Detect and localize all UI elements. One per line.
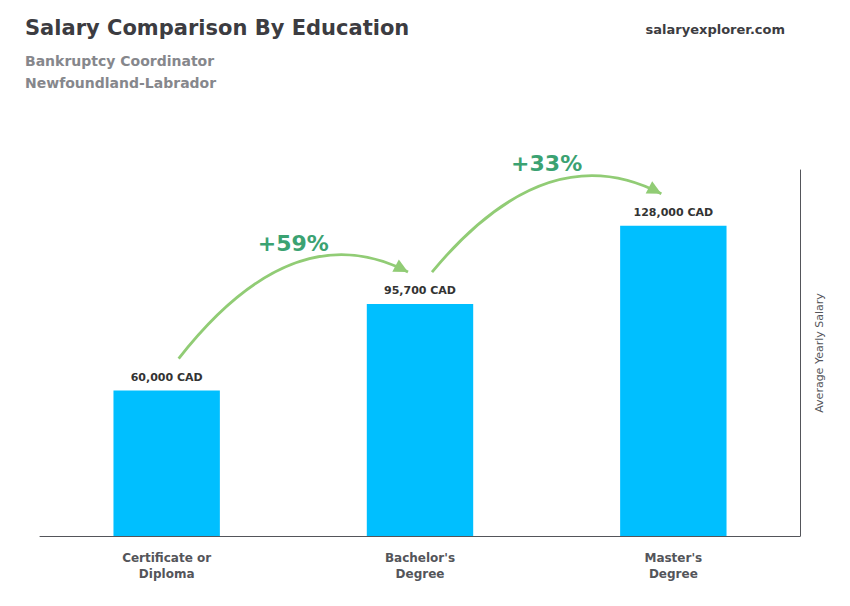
- svg-text:Diploma: Diploma: [139, 567, 195, 581]
- svg-text:Degree: Degree: [396, 567, 445, 581]
- svg-text:+59%: +59%: [258, 231, 329, 256]
- svg-text:60,000 CAD: 60,000 CAD: [131, 371, 203, 384]
- svg-text:Bachelor's: Bachelor's: [385, 551, 455, 565]
- svg-text:salaryexplorer.com: salaryexplorer.com: [646, 22, 785, 37]
- svg-text:Bankruptcy Coordinator: Bankruptcy Coordinator: [25, 53, 214, 69]
- svg-text:Master's: Master's: [644, 551, 702, 565]
- svg-text:Average Yearly Salary: Average Yearly Salary: [813, 293, 826, 413]
- svg-text:Newfoundland-Labrador: Newfoundland-Labrador: [25, 75, 216, 91]
- svg-text:128,000 CAD: 128,000 CAD: [634, 206, 714, 219]
- svg-text:Certificate or: Certificate or: [122, 551, 211, 565]
- svg-text:Degree: Degree: [649, 567, 698, 581]
- svg-text:+33%: +33%: [511, 151, 582, 176]
- svg-text:Salary Comparison By Education: Salary Comparison By Education: [25, 16, 409, 40]
- svg-text:95,700 CAD: 95,700 CAD: [384, 284, 456, 297]
